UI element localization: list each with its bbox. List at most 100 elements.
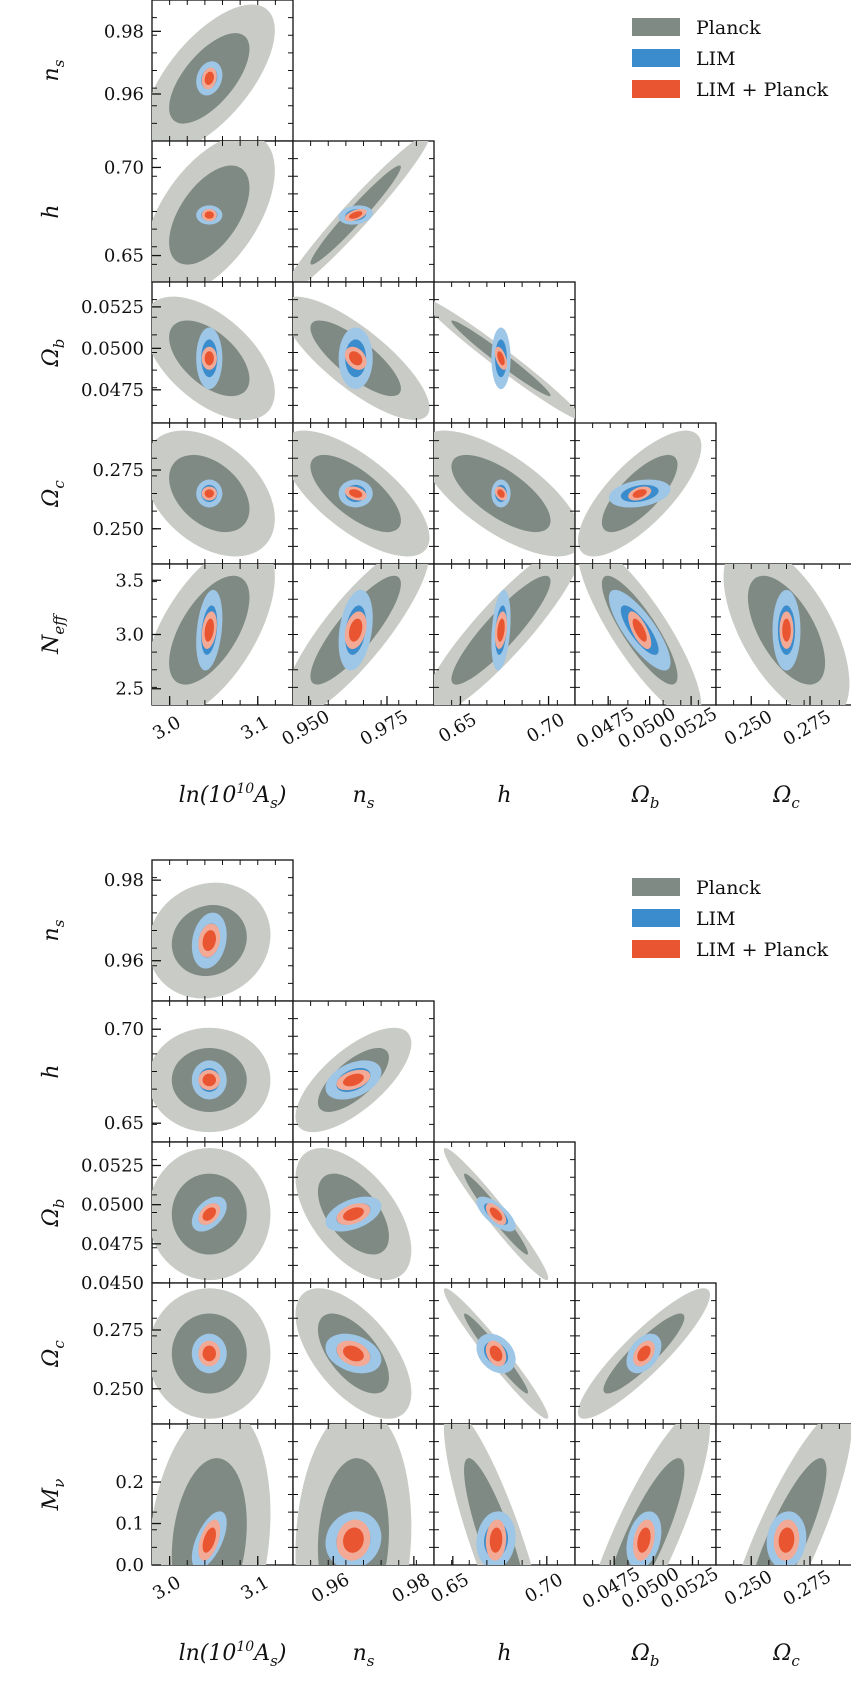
y-tick-label: 0.275: [92, 460, 144, 481]
panel-ns-vs-Neff: [292, 563, 435, 706]
y-axis-label-Mnu: Mν: [39, 1479, 68, 1512]
legend-swatch-1: [632, 909, 680, 927]
panel-lnAs-vs-Oc: [151, 422, 294, 565]
joint-1sigma-contour: [348, 351, 363, 366]
legend-swatch-2: [632, 940, 680, 958]
tick-marks: [293, 1001, 434, 1142]
legend-label-2: LIM + Planck: [696, 939, 829, 961]
y-tick-label: 0.96: [104, 84, 144, 105]
y-tick-label: 0.0: [115, 1555, 144, 1576]
panel-lnAs-vs-ns: [151, 0, 294, 142]
y-tick-label: 0.1: [115, 1514, 144, 1535]
joint-1sigma-contour: [343, 1345, 364, 1362]
x-tick-label: 0.275: [780, 706, 835, 750]
legend-label-1: LIM: [696, 908, 736, 930]
panel-lnAs-vs-ns: [151, 859, 294, 1002]
tick-marks: [434, 1283, 575, 1424]
y-axis-label-ns: ns: [39, 919, 68, 941]
y-tick-label: 0.0525: [81, 1156, 144, 1177]
panel-Ob-vs-Neff: [574, 563, 717, 706]
tick-marks: [575, 564, 716, 705]
tick-marks: [152, 282, 293, 423]
y-axis-label-Oc: Ωc: [39, 480, 68, 508]
legend-swatch-2: [632, 80, 680, 98]
joint-1sigma-contour: [637, 1527, 651, 1553]
legend-label-1: LIM: [696, 48, 736, 70]
joint-1sigma-contour: [343, 1527, 364, 1553]
panel-lnAs-vs-Neff: [151, 563, 294, 706]
y-axis-label-h: h: [39, 1064, 64, 1078]
x-tick-label: 3.1: [237, 1572, 272, 1605]
tick-marks: [293, 423, 434, 564]
joint-1sigma-contour: [343, 1207, 364, 1221]
x-axis-label-h: h: [497, 783, 511, 808]
y-tick-label: 0.0500: [81, 1195, 144, 1216]
joint-1sigma-contour: [202, 1073, 216, 1087]
joint-1sigma-contour: [202, 930, 216, 951]
panel-lnAs-vs-Oc: [151, 1282, 294, 1425]
y-tick-label: 0.70: [104, 157, 144, 178]
y-tick-label: 0.96: [104, 951, 144, 972]
panel-lnAs-vs-Mnu: [151, 1423, 294, 1566]
panel-ns-vs-Oc: [292, 422, 435, 565]
joint-1sigma-contour: [489, 1345, 503, 1362]
tick-marks: [152, 0, 293, 141]
y-tick-label: 3.5: [115, 570, 144, 591]
tick-marks: [434, 282, 575, 423]
joint-1sigma-contour: [632, 618, 647, 642]
tick-marks: [293, 1142, 434, 1283]
panel-h-vs-Oc: [433, 422, 576, 565]
joint-1sigma-contour: [778, 1527, 795, 1553]
panel-ns-vs-Ob: [292, 281, 435, 424]
joint-1sigma-contour: [489, 1207, 503, 1221]
x-tick-label: 3.1: [237, 712, 272, 745]
tick-marks: [434, 423, 575, 564]
x-tick-label: 0.70: [523, 709, 568, 747]
y-tick-label: 0.250: [92, 519, 144, 540]
tick-marks: [293, 564, 434, 705]
triangle-figure-2: [151, 859, 851, 1566]
joint-1sigma-contour: [204, 489, 214, 498]
y-tick-label: 0.0500: [81, 338, 144, 359]
panel-h-vs-Oc: [433, 1282, 576, 1425]
tick-marks: [293, 1424, 434, 1565]
y-tick-label: 0.0525: [81, 297, 144, 318]
joint-1sigma-contour: [204, 211, 214, 219]
x-tick-label: 0.275: [780, 1566, 835, 1610]
x-tick-label: 0.65: [435, 709, 480, 747]
panel-ns-vs-Mnu: [292, 1423, 435, 1566]
panel-lnAs-vs-Ob: [151, 1141, 294, 1284]
y-tick-label: 0.70: [104, 1019, 144, 1040]
y-axis-label-Ob: Ωb: [39, 1199, 68, 1228]
joint-1sigma-contour: [202, 1527, 216, 1553]
y-tick-label: 0.275: [92, 1320, 144, 1341]
legend-label-2: LIM + Planck: [696, 79, 829, 101]
y-tick-label: 0.0475: [81, 380, 144, 401]
x-axis-label-lnAs: ln(1010As): [179, 1639, 287, 1670]
y-axis-label-h: h: [39, 204, 64, 218]
tick-marks: [434, 564, 575, 705]
x-tick-label: 3.0: [149, 712, 184, 745]
joint-1sigma-contour: [348, 489, 363, 498]
tick-marks: [575, 1424, 716, 1565]
x-tick-label: 3.0: [149, 1572, 184, 1605]
y-tick-label: 0.0450: [81, 1273, 144, 1294]
x-axis-label-ns: ns: [353, 1641, 375, 1670]
tick-marks: [293, 141, 434, 282]
x-tick-label: 0.65: [427, 1569, 472, 1607]
y-tick-label: 0.2: [115, 1472, 144, 1493]
tick-marks: [434, 1142, 575, 1283]
panel-lnAs-vs-h: [151, 140, 294, 283]
y-axis-label-Ob: Ωb: [39, 339, 68, 368]
joint-1sigma-contour: [202, 1207, 216, 1221]
panel-Ob-vs-Oc: [574, 422, 717, 565]
panel-Ob-vs-Mnu: [574, 1423, 717, 1566]
legend-1: Planck LIM LIM + Planck: [632, 17, 829, 101]
joint-1sigma-contour: [497, 489, 505, 498]
panel-ns-vs-Ob: [292, 1141, 435, 1284]
x-tick-label: 0.975: [357, 706, 412, 750]
legend-swatch-0: [632, 878, 680, 896]
joint-1sigma-contour: [204, 351, 214, 366]
y-tick-label: 3.0: [115, 625, 144, 646]
x-tick-label: 0.70: [521, 1569, 566, 1607]
